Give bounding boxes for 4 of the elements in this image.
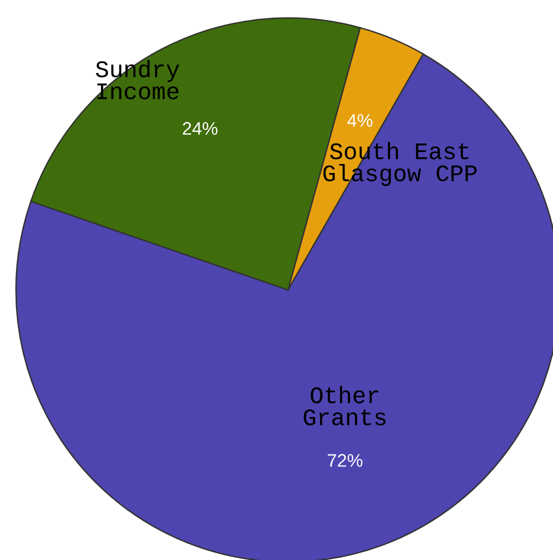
slice-label: Other Grants: [304, 386, 386, 426]
data-label: 4%: [347, 114, 372, 127]
data-label: 24%: [182, 122, 218, 135]
data-label: 72%: [328, 454, 362, 467]
